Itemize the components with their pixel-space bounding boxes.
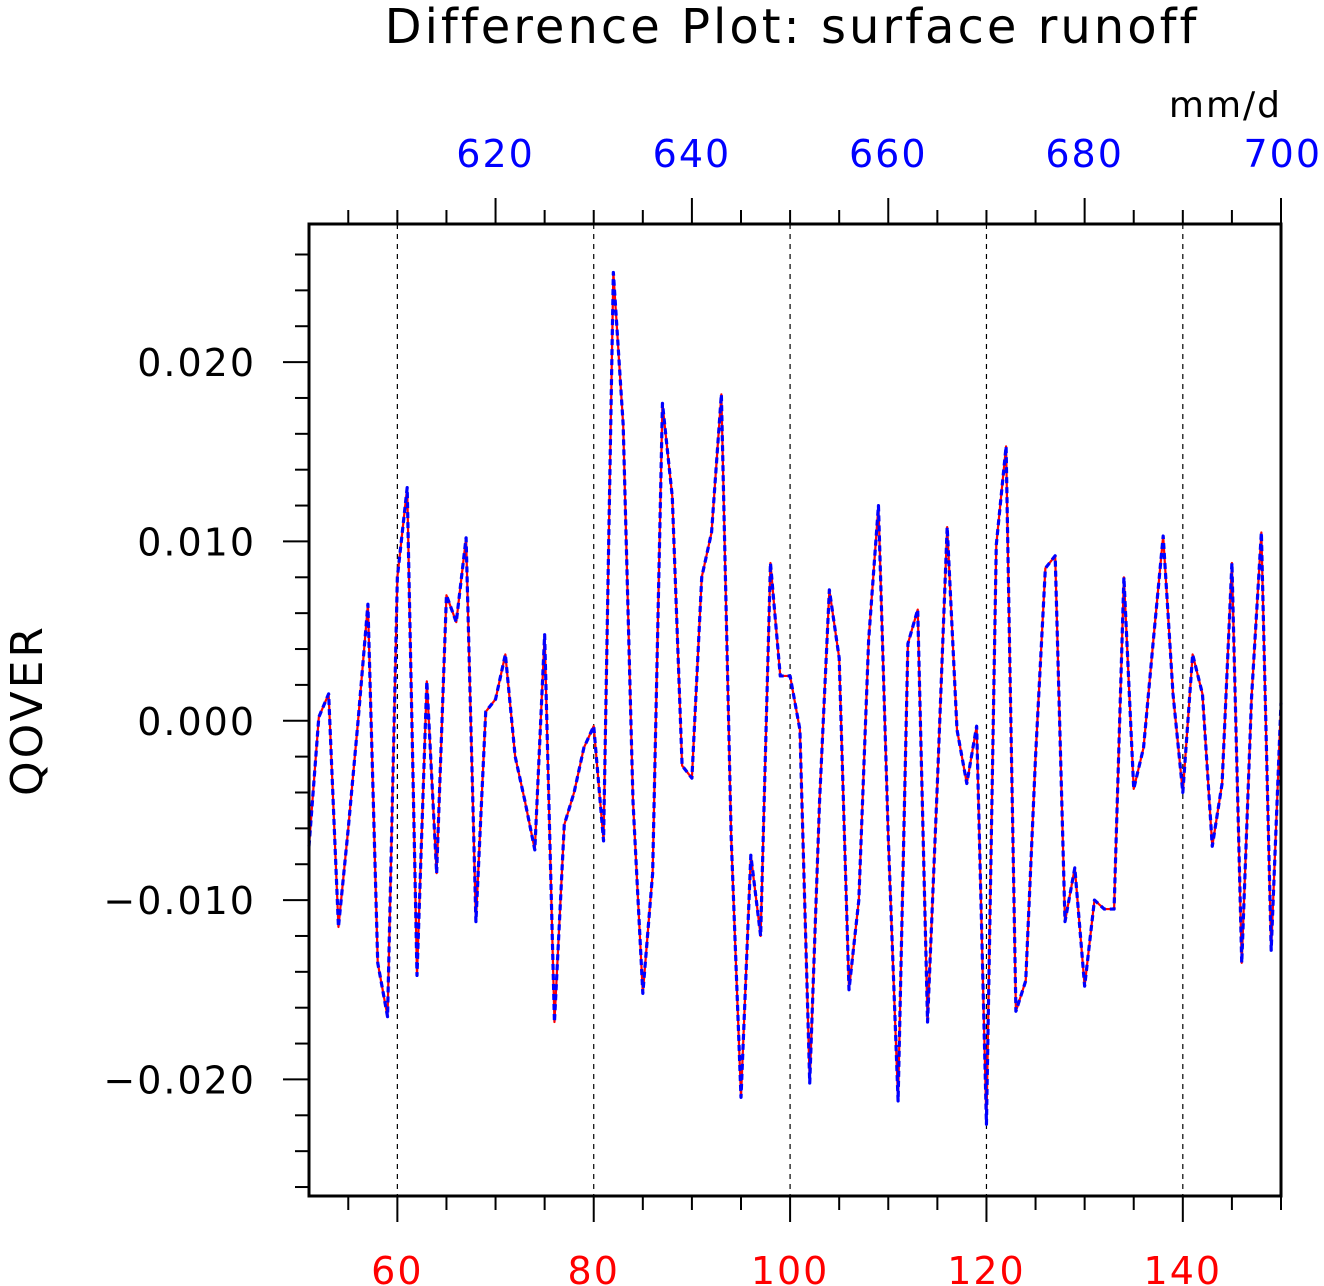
y-tick-label: 0.020	[137, 341, 256, 385]
y-tick-label: 0.010	[137, 520, 256, 564]
x-top-tick-label: 620	[456, 132, 535, 176]
series-blue-dashed-line	[307, 270, 1283, 1126]
plot-frame	[307, 222, 1283, 1198]
x-top-tick-label: 680	[1045, 132, 1124, 176]
tick-labels: −0.020 −0.010 0.000 0.010 0.020 60 80 100 120 140…	[103, 132, 1322, 1286]
x-top-tick-label: 660	[849, 132, 928, 176]
x-bottom-tick-label: 140	[1144, 1249, 1223, 1286]
x-bottom-tick-label: 100	[751, 1249, 830, 1286]
y-tick-label: −0.010	[103, 879, 256, 923]
x-top-tick-label: 700	[1243, 132, 1322, 176]
y-tick-label: 0.000	[137, 700, 256, 744]
x-bottom-tick-label: 60	[371, 1249, 423, 1286]
x-bottom-tick-label: 80	[568, 1249, 620, 1286]
x-bottom-tick-label: 120	[947, 1249, 1026, 1286]
units-label: mm/d	[1169, 85, 1282, 126]
series-layer	[307, 270, 1283, 1126]
x-top-tick-label: 640	[653, 132, 732, 176]
y-tick-label: −0.020	[103, 1058, 256, 1102]
gridlines	[396, 224, 1184, 1196]
y-axis-label: QOVER	[2, 624, 53, 796]
chart-title: Difference Plot: surface runoff	[385, 0, 1200, 55]
axis-ticks	[283, 198, 1282, 1222]
